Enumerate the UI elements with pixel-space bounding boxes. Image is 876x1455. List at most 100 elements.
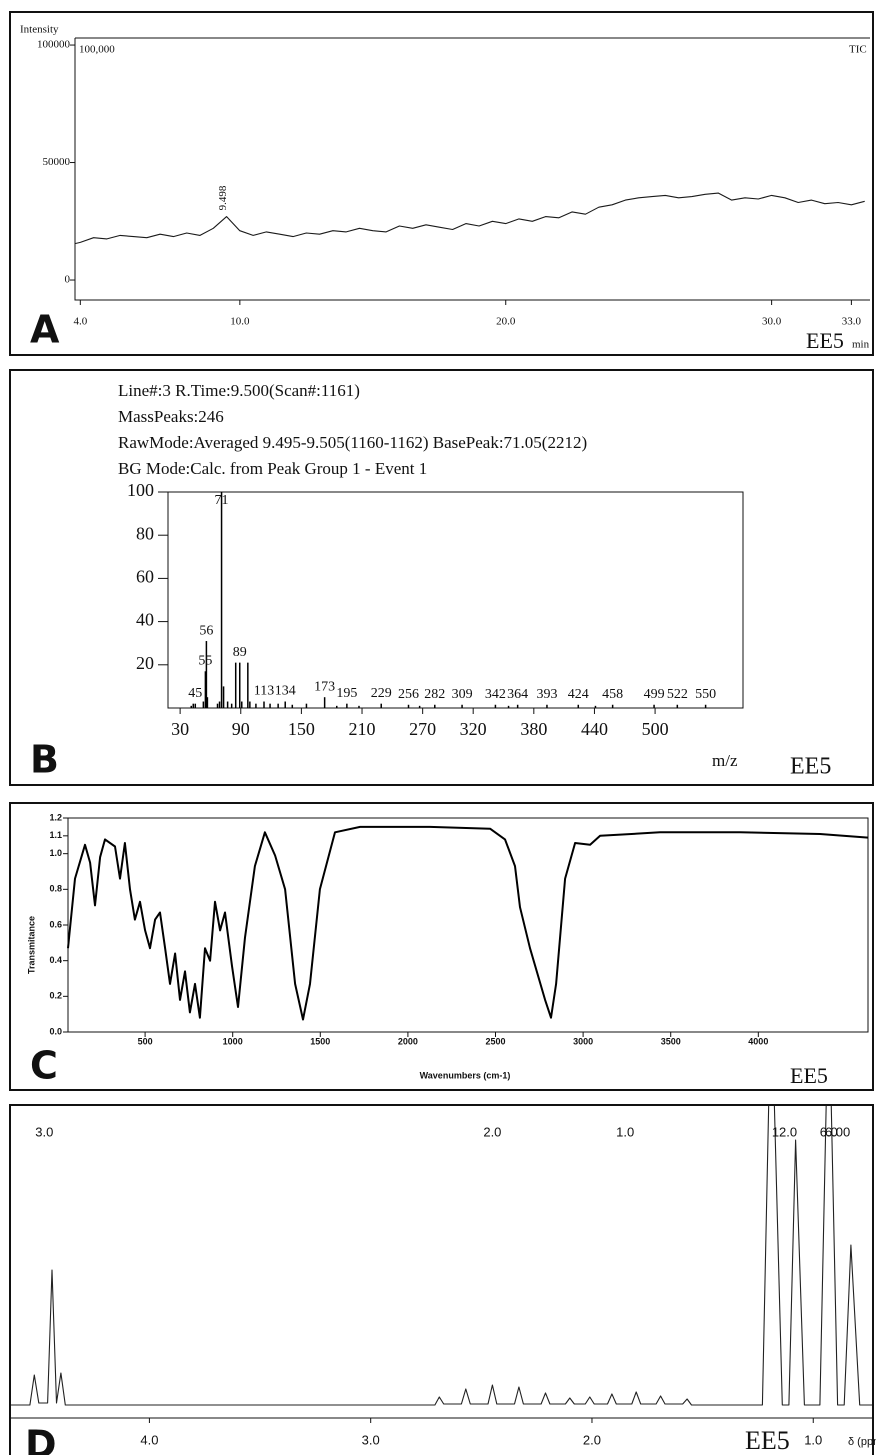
integral-label: 1.0 [616,1124,634,1139]
data-line [11,1106,872,1406]
y-tick-label: 50000 [43,156,71,168]
integral-label: 6.00 [825,1124,850,1139]
peak-label: 113 [254,684,274,699]
sample-label: EE5 [806,328,844,353]
peak-label: 522 [667,687,688,702]
peak-bar [494,704,497,708]
x-tick-label: 3.0 [362,1432,380,1447]
x-tick-label: 380 [520,719,547,739]
x-tick-label: 2500 [485,1036,505,1046]
x-tick-label: 2000 [398,1036,418,1046]
peak-label: 342 [485,687,506,702]
peak-bar [461,704,463,708]
peak-bar [284,701,286,708]
peak-bar [323,697,326,708]
x-axis-title: min [852,339,870,351]
x-tick-label: 210 [349,719,376,739]
y-tick-label: 0.0 [49,1026,62,1036]
peak-label: 195 [336,686,357,701]
peak-bar [263,701,265,708]
x-tick-label: 500 [642,719,669,739]
peak-bar [230,703,233,708]
panel-frame [9,369,874,786]
peak-bar [241,701,243,708]
x-tick-label: 4.0 [73,316,87,328]
x-tick-label: 30 [171,719,189,739]
peak-bar [226,701,229,708]
peak-bar [653,704,655,708]
x-axis-title: δ (ppm) [848,1436,876,1448]
peak-label: 256 [398,687,419,702]
panel-frame [9,11,874,356]
peak-bar [407,704,410,708]
peak-bar [234,662,237,708]
panel-letter: B [30,738,59,782]
y-tick-label: 0.8 [49,884,62,894]
header-line: RawMode:Averaged 9.495-9.505(1160-1162) … [118,433,587,452]
x-tick-label: 4000 [748,1036,768,1046]
trace-label: TIC [849,44,867,56]
peak-label: 458 [602,687,623,702]
y-tick-label: 1.0 [49,848,62,858]
panel-frame [9,802,874,1091]
peak-bar [434,704,436,708]
peak-bar [249,701,251,708]
y-tick-label: 1.1 [49,830,62,840]
x-tick-label: 500 [138,1036,153,1046]
x-tick-label: 3500 [661,1036,681,1046]
x-tick-label: 320 [460,719,487,739]
y-tick-label: 100 [127,480,154,500]
peak-label: 134 [275,684,296,699]
peak-bar [247,662,249,708]
peak-bar [255,703,257,708]
peak-bar [202,701,205,708]
peak-bar [594,705,597,708]
peak-label: 71 [215,493,229,508]
peak-bar [222,686,225,708]
peak-bar [206,697,209,708]
peak-bar [516,704,519,708]
y-tick-label: 20 [136,653,154,673]
integral-label: 3.0 [35,1124,53,1139]
peak-bar [204,671,207,708]
sample-label: EE5 [745,1426,790,1455]
peak-label: 173 [314,679,335,694]
x-tick-label: 3000 [573,1036,593,1046]
peak-bar [238,662,241,708]
peak-bar [418,705,421,708]
x-axis-title: Wavenumbers (cm-1) [420,1070,511,1080]
peak-bar [220,492,223,708]
y-axis-title: Intensity [20,24,59,36]
peak-bar [358,705,360,708]
panel-frame [9,1104,874,1455]
peak-bar [218,701,221,708]
panel-letter: C [30,1044,58,1088]
peak-bar [676,704,679,708]
x-tick-label: 150 [288,719,315,739]
peak-label: 9.498 [217,185,229,210]
peak-bar [277,703,279,708]
peak-bar [380,703,382,708]
x-tick-label: 2.0 [583,1432,601,1447]
peak-bar [346,703,348,708]
peak-label: 499 [644,687,665,702]
integral-label: 12.0 [772,1124,797,1139]
x-tick-label: 90 [232,719,250,739]
peak-label: 55 [198,653,212,668]
peak-bar [291,704,294,708]
integral-label: 6.0 [820,1124,838,1139]
peak-bar [216,703,219,708]
peak-bar [194,703,197,708]
peak-label: 393 [536,687,557,702]
peak-label: 229 [371,686,392,701]
peak-bar [546,704,548,708]
x-tick-label: 440 [581,719,608,739]
panel-letter: D [25,1423,57,1455]
y-axis-title: Transmitance [26,916,36,974]
header-line: MassPeaks:246 [118,407,224,426]
peak-label: 364 [507,687,528,702]
x-tick-label: 1500 [310,1036,330,1046]
scale-label: 100,000 [79,44,115,56]
peak-bar [577,704,580,708]
